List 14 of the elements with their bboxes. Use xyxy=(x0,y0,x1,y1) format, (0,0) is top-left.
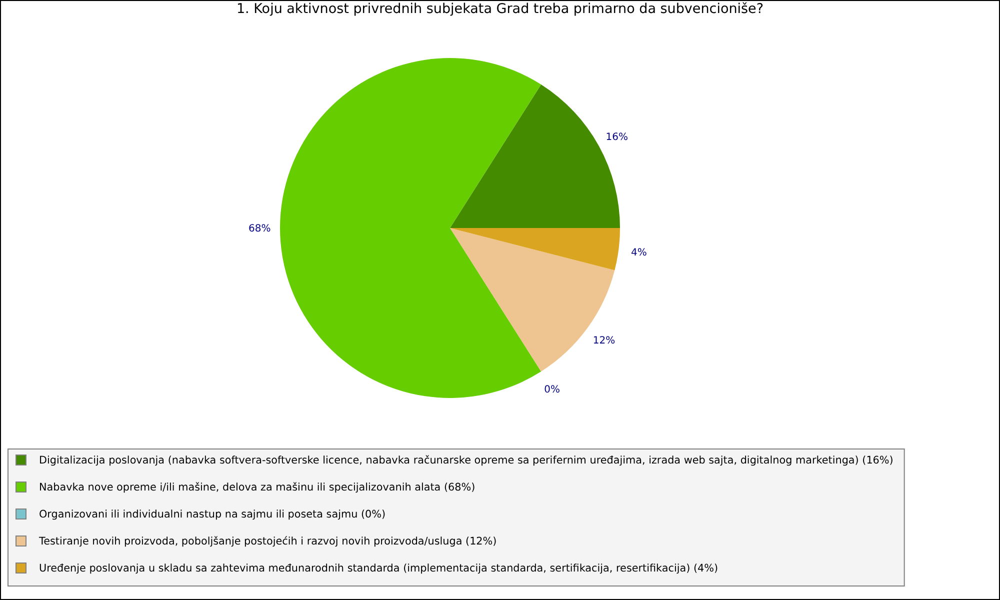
data-label: 16% xyxy=(606,132,628,143)
chart-title: 1. Koju aktivnost privrednih subjekata Grad treba primarno da subvencioniše? xyxy=(236,1,764,17)
legend-label: Digitalizacija poslovanja (nabavka softvera-softverske licence, nabavka računarske opreme sa perifernim uređajima, izrada web sajta, digitalnog marketinga) (16%) xyxy=(39,454,894,467)
data-label: 4% xyxy=(630,247,647,258)
legend-label: Testiranje novih proizvoda, poboljšanje postojećih i razvoj novih proizvoda/usluga (12%) xyxy=(38,536,497,548)
legend-label: Organizovani ili individualni nastup na sajmu ili poseta sajmu (0%) xyxy=(39,508,386,521)
legend-label: Nabavka nove opreme i/ili mašine, delova za mašinu ili specijalizovanih alata (68%) xyxy=(39,482,476,494)
pie-slice xyxy=(280,58,542,398)
legend-label: Uređenje poslovanja u skladu sa zahtevima međunarodnih standarda (implementacija standarda, sertifikacija, resertifikacija) (4%) xyxy=(39,562,718,575)
pie-slice xyxy=(450,228,620,270)
data-label: 68% xyxy=(248,224,271,234)
data-label: 12% xyxy=(592,335,616,346)
pie-slice xyxy=(450,228,615,372)
text: 0% xyxy=(544,384,560,396)
